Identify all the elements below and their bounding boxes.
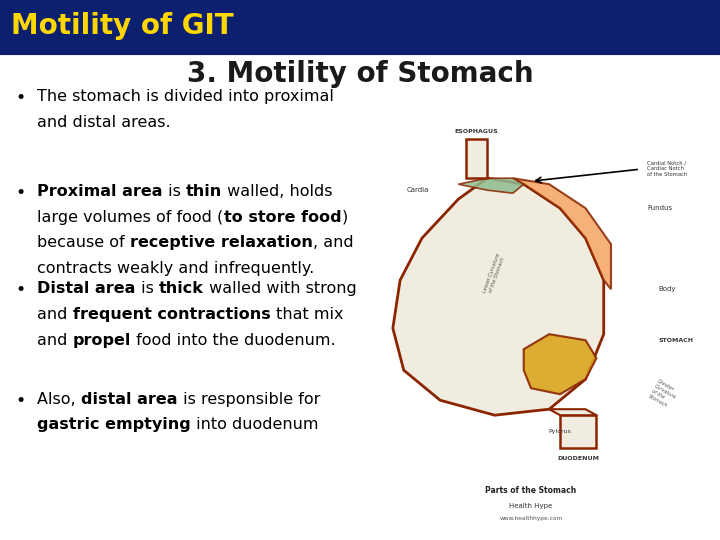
Text: distal area: distal area xyxy=(81,392,178,407)
Text: that mix: that mix xyxy=(271,307,343,322)
Text: Parts of the Stomach: Parts of the Stomach xyxy=(485,486,577,495)
Text: The stomach is divided into proximal: The stomach is divided into proximal xyxy=(37,89,334,104)
Text: www.healthhype.com: www.healthhype.com xyxy=(500,516,562,521)
Text: Lesser Curvature
of the Stomach: Lesser Curvature of the Stomach xyxy=(482,253,507,295)
Text: propel: propel xyxy=(73,333,131,348)
Text: walled with strong: walled with strong xyxy=(204,281,356,296)
Text: because of: because of xyxy=(37,235,130,251)
Text: , and: , and xyxy=(313,235,354,251)
Text: •: • xyxy=(16,89,26,107)
Text: Pylorus: Pylorus xyxy=(549,429,572,434)
Text: Body: Body xyxy=(658,286,676,292)
Text: to store food: to store food xyxy=(224,210,341,225)
Polygon shape xyxy=(523,334,596,394)
Text: frequent contractions: frequent contractions xyxy=(73,307,271,322)
Text: Greater
Curvature
of the
Stomach: Greater Curvature of the Stomach xyxy=(647,379,680,410)
Text: receptive relaxation: receptive relaxation xyxy=(130,235,313,251)
Text: food into the duodenum.: food into the duodenum. xyxy=(131,333,336,348)
Polygon shape xyxy=(393,178,603,415)
Polygon shape xyxy=(458,178,523,193)
Text: •: • xyxy=(16,392,26,409)
Polygon shape xyxy=(466,139,487,178)
Text: •: • xyxy=(16,184,26,201)
Text: and: and xyxy=(37,333,73,348)
Text: is: is xyxy=(136,281,159,296)
Text: thin: thin xyxy=(186,184,222,199)
Text: Distal area: Distal area xyxy=(37,281,136,296)
Text: ): ) xyxy=(341,210,348,225)
Text: gastric emptying: gastric emptying xyxy=(37,417,192,433)
Text: walled, holds: walled, holds xyxy=(222,184,333,199)
Polygon shape xyxy=(513,178,611,289)
Text: Proximal area: Proximal area xyxy=(37,184,163,199)
Bar xyxy=(0,0,720,52)
Text: is: is xyxy=(163,184,186,199)
Text: Fundus: Fundus xyxy=(647,205,672,211)
Text: and distal areas.: and distal areas. xyxy=(37,115,171,130)
Text: 3. Motility of Stomach: 3. Motility of Stomach xyxy=(186,60,534,88)
Text: thick: thick xyxy=(159,281,204,296)
Text: Cardia: Cardia xyxy=(407,187,429,193)
Text: and: and xyxy=(37,307,73,322)
Text: is responsible for: is responsible for xyxy=(178,392,320,407)
Polygon shape xyxy=(560,415,596,448)
Text: large volumes of food (: large volumes of food ( xyxy=(37,210,224,225)
Text: DUODENUM: DUODENUM xyxy=(557,456,599,461)
Text: Motility of GIT: Motility of GIT xyxy=(11,12,233,40)
Text: STOMACH: STOMACH xyxy=(658,338,693,343)
Text: ESOPHAGUS: ESOPHAGUS xyxy=(454,129,498,134)
Text: Also,: Also, xyxy=(37,392,81,407)
Text: •: • xyxy=(16,281,26,299)
Polygon shape xyxy=(549,409,596,415)
Text: into duodenum: into duodenum xyxy=(192,417,319,433)
Text: contracts weakly and infrequently.: contracts weakly and infrequently. xyxy=(37,261,315,276)
Text: Health Hype: Health Hype xyxy=(509,503,553,509)
Text: Cardial Notch /
Cardiac Notch
of the Stomach: Cardial Notch / Cardiac Notch of the Sto… xyxy=(647,160,688,177)
